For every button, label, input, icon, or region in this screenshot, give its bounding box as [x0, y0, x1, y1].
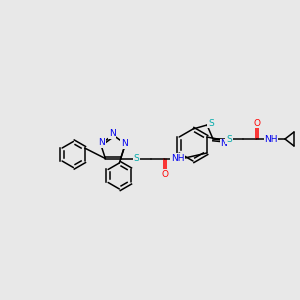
- Text: N: N: [109, 130, 116, 139]
- Text: N: N: [220, 140, 227, 148]
- Text: N: N: [121, 140, 128, 148]
- Text: O: O: [254, 118, 260, 127]
- Text: NH: NH: [171, 154, 184, 163]
- Text: S: S: [134, 154, 140, 163]
- Text: N: N: [98, 139, 105, 148]
- Text: NH: NH: [264, 134, 278, 143]
- Text: S: S: [226, 134, 232, 143]
- Text: O: O: [161, 170, 168, 179]
- Text: S: S: [208, 118, 214, 127]
